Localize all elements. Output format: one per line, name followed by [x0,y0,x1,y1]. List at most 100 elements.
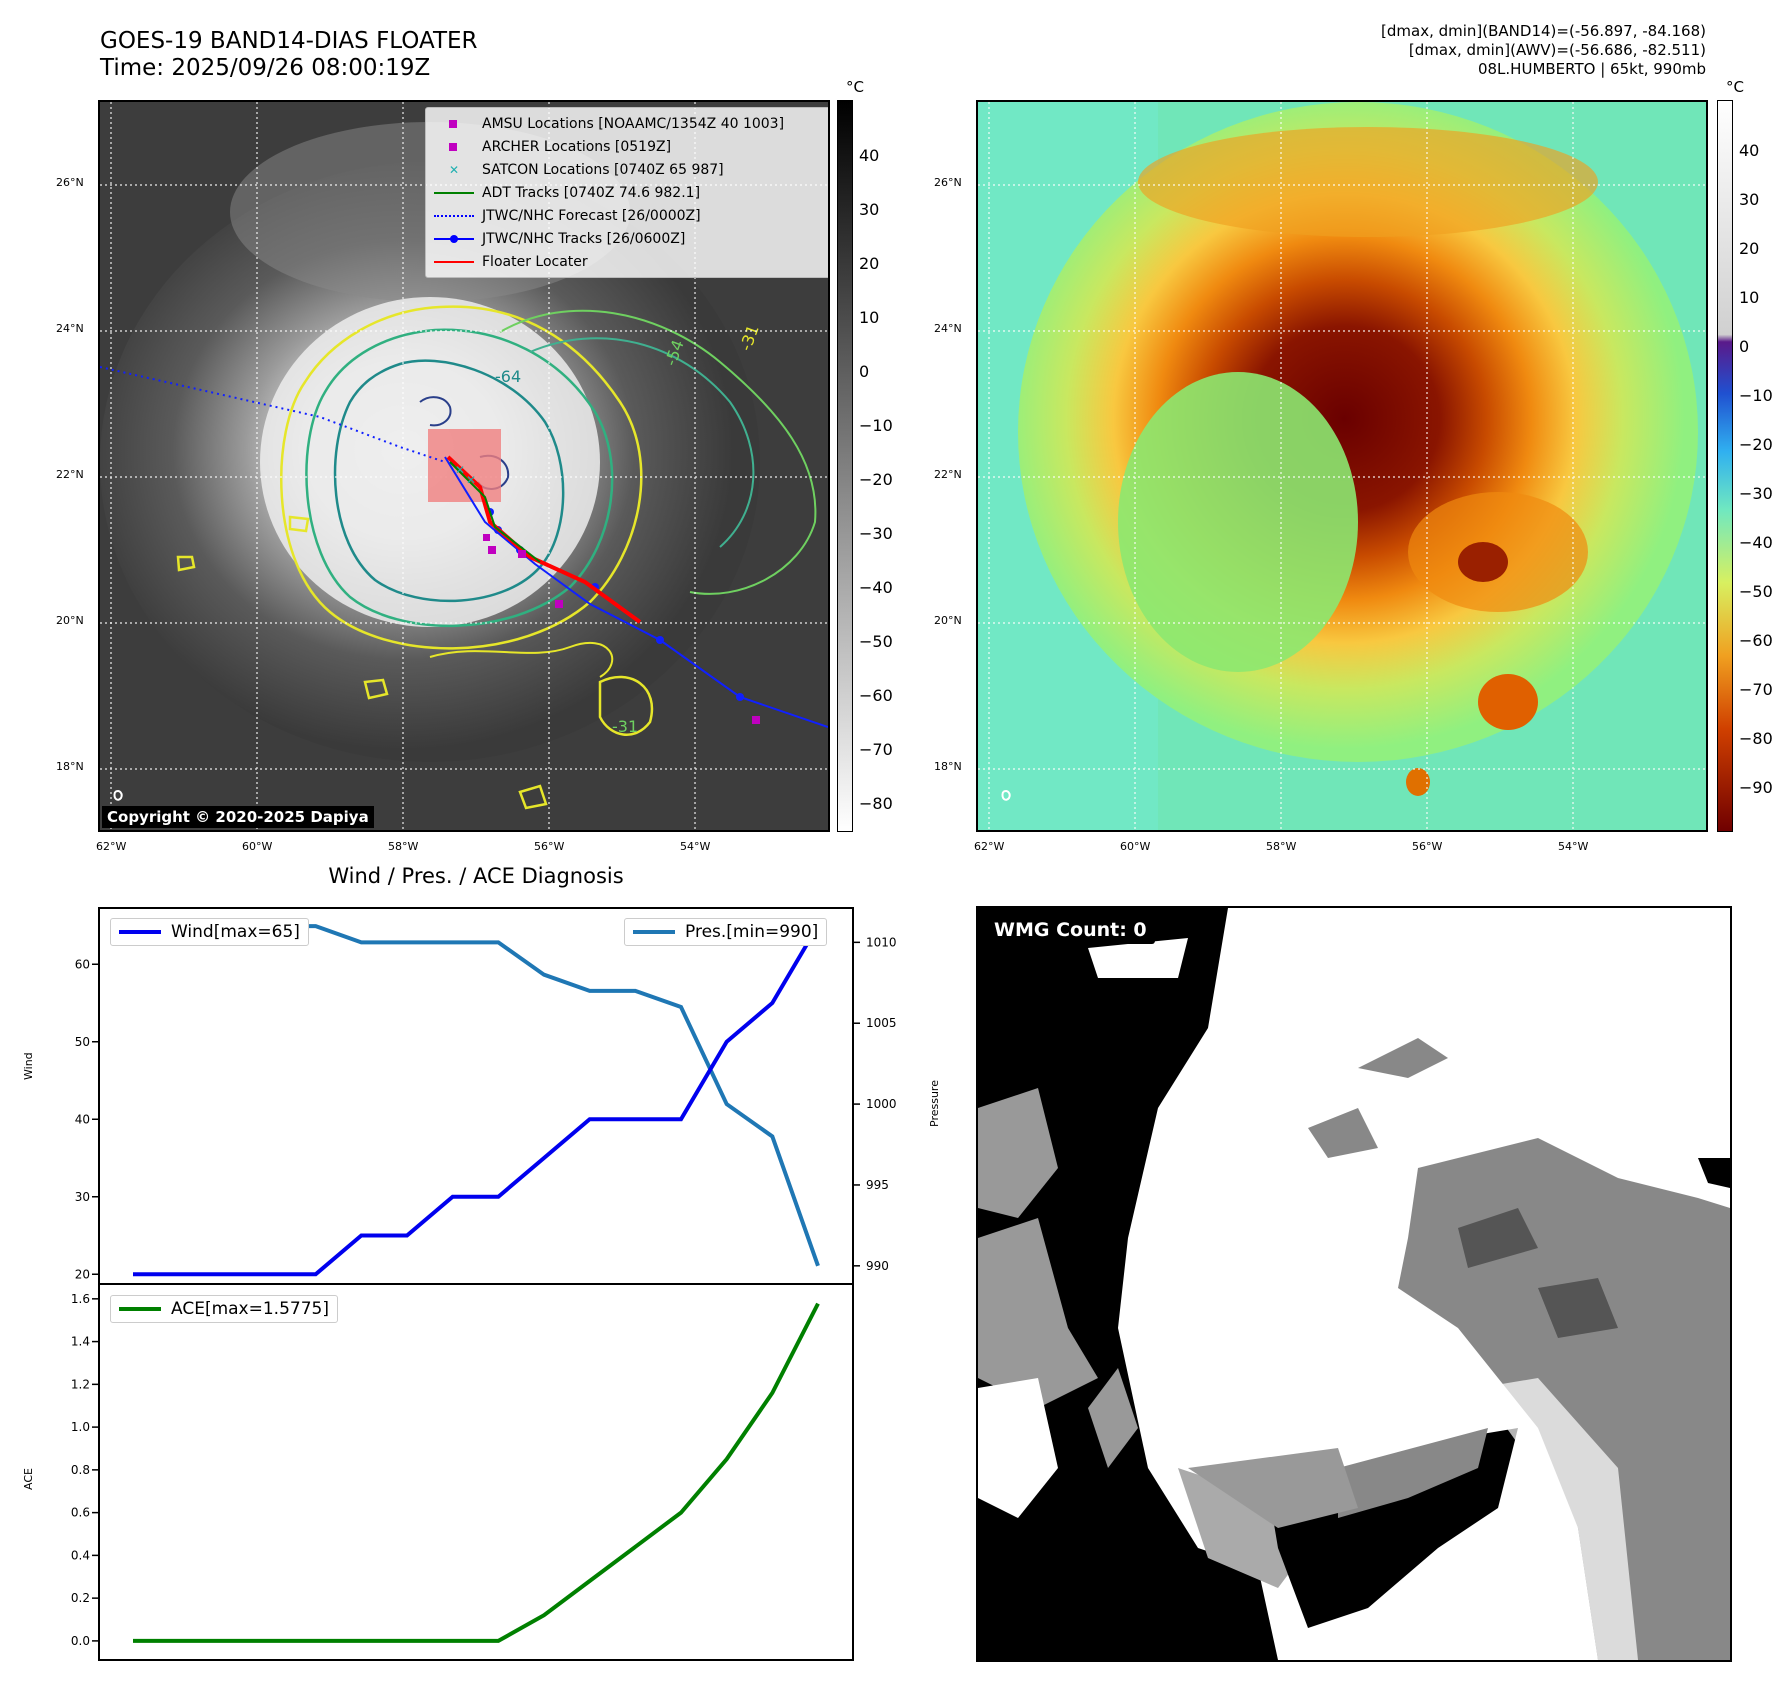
cb-left-tick-0: 0 [859,362,870,381]
legend-amsu: AMSU Locations [NOAAMC/1354Z 40 1003] [434,112,824,135]
r-lat-label-26: 26°N [934,176,962,189]
cb-right-tick-m80: −80 [1739,729,1773,748]
r-lat-label-24: 24°N [934,322,962,335]
legend-adt: ADT Tracks [0740Z 74.6 982.1] [434,181,824,204]
colorbar-right [1717,100,1733,832]
ace-panel-frame [98,1283,854,1661]
wind-series-line [133,924,820,1277]
ace-tick-label: 0.8 [71,1463,90,1477]
info-line-3: 08L.HUMBERTO | 65kt, 990mb [1477,60,1706,78]
legend-archer: ARCHER Locations [0519Z] [434,135,824,158]
pressure-legend-swatch [633,930,675,934]
pressure-tick-label: 1010 [866,935,897,949]
legend-forecast: JTWC/NHC Forecast [26/0000Z] [434,204,824,227]
cb-left-tick-m20: −20 [859,470,893,489]
cb-left-tick-20: 20 [859,254,880,273]
wind-tick-label: 20 [75,1267,90,1281]
cb-right-tick-m10: −10 [1739,386,1773,405]
diagnosis-title: Wind / Pres. / ACE Diagnosis [328,864,624,888]
awv-image [978,102,1706,830]
cb-left-tick-m10: −10 [859,416,893,435]
ace-tick-label: 0.2 [71,1591,90,1605]
colorbar-left [837,100,853,832]
wind-ticks: 60 50 40 30 20 [75,957,99,1281]
r-lon-label-54: 54°W [1558,840,1589,853]
contour-label-1: -64 [495,367,521,386]
pressure-tick-label: 990 [866,1259,889,1273]
lat-label-22: 22°N [56,468,84,481]
pressure-series-line [133,924,820,1267]
awv-gridlines [978,102,1706,830]
page-title: GOES-19 BAND14-DIAS FLOATER Time: 2025/0… [100,28,478,82]
cb-right-tick-m90: −90 [1739,778,1773,797]
cb-right-tick-m30: −30 [1739,484,1773,503]
cb-right-tick-30: 30 [1739,190,1760,209]
wind-tick-label: 50 [75,1035,90,1049]
cb-left-tick-30: 30 [859,200,880,219]
cb-right-tick-0: 0 [1739,337,1750,356]
cb-left-tick-10: 10 [859,308,880,327]
wind-panel-frame [98,907,854,1285]
wind-tick-label: 40 [75,1112,90,1126]
cb-right-tick-m70: −70 [1739,680,1773,699]
copyright: Copyright © 2020-2025 Dapiya [102,806,374,828]
r-lon-label-60: 60°W [1120,840,1151,853]
cb-left-tick-m60: −60 [859,686,893,705]
wmg-count: WMG Count: 0 [986,916,1155,944]
cb-right-tick-20: 20 [1739,239,1760,258]
title-line-2: Time: 2025/09/26 08:00:19Z [100,55,431,81]
svg-text:✕: ✕ [466,473,476,487]
colorbar-unit-right: °C [1726,78,1744,96]
lat-label-18: 18°N [56,760,84,773]
r-lon-label-58: 58°W [1266,840,1297,853]
r-lat-label-20: 20°N [934,614,962,627]
cb-right-tick-m40: −40 [1739,533,1773,552]
ace-tick-label: 1.6 [71,1292,90,1306]
contour-label-4: -31 [612,717,638,736]
wind-tick-label: 30 [75,1190,90,1204]
ace-legend: ACE[max=1.5775] [110,1295,338,1323]
map-legend: AMSU Locations [NOAAMC/1354Z 40 1003] AR… [425,107,828,278]
legend-satcon: ✕ SATCON Locations [0740Z 65 987] [448,161,724,178]
cb-right-tick-m20: −20 [1739,435,1773,454]
lat-label-26: 26°N [56,176,84,189]
cb-left-tick-40: 40 [859,146,880,165]
legend-best-track: JTWC/NHC Tracks [26/0600Z] [434,227,824,250]
cb-right-tick-40: 40 [1739,141,1760,160]
cb-left-tick-m70: −70 [859,740,893,759]
r-lat-label-22: 22°N [934,468,962,481]
ace-series-line [133,1302,820,1643]
r-lat-label-18: 18°N [934,760,962,773]
ace-legend-swatch [119,1307,161,1311]
cb-right-tick-m60: −60 [1739,631,1773,650]
lon-label-60: 60°W [242,840,273,853]
awv-map [976,100,1708,832]
r-lon-label-62: 62°W [974,840,1005,853]
ace-tick-label: 0.0 [71,1634,90,1648]
lat-label-20: 20°N [56,614,84,627]
svg-text:✕: ✕ [455,463,465,477]
lon-label-56: 56°W [534,840,565,853]
pressure-legend: Pres.[min=990] [624,918,828,946]
wind-legend: Wind[max=65] [110,918,309,946]
cb-left-tick-m40: −40 [859,578,893,597]
ace-ticks: 1.6 1.4 1.2 1.0 0.8 0.6 0.4 0.2 0.0 [71,1292,99,1648]
wind-tick-label: 60 [75,957,90,971]
lon-label-54: 54°W [680,840,711,853]
cb-left-tick-m30: −30 [859,524,893,543]
ace-tick-label: 1.0 [71,1420,90,1434]
wmg-image [978,908,1730,1660]
lon-label-58: 58°W [388,840,419,853]
ace-tick-label: 1.4 [71,1335,90,1349]
legend-floater: Floater Locater [434,250,824,273]
wind-legend-swatch [119,930,161,934]
cb-left-tick-m50: −50 [859,632,893,651]
pressure-tick-label: 995 [866,1178,889,1192]
ace-tick-label: 1.2 [71,1377,90,1391]
info-line-2: [dmax, dmin](AWV)=(-56.686, -82.511) [1408,41,1706,59]
lat-label-24: 24°N [56,322,84,335]
pressure-ticks: 1010 1005 1000 995 990 [853,935,897,1273]
info-line-1: [dmax, dmin](BAND14)=(-56.897, -84.168) [1381,22,1706,40]
storm-info: [dmax, dmin](BAND14)=(-56.897, -84.168) … [1381,22,1706,79]
adt-track [449,461,541,563]
